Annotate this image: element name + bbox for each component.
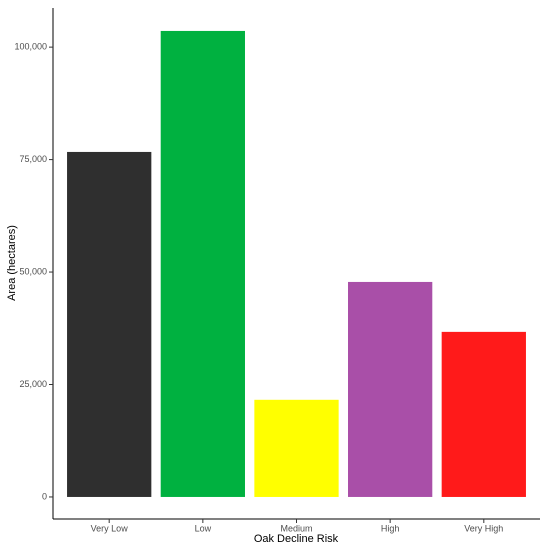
x-tick-label: Very High [464, 523, 503, 533]
y-axis-title: Area (hectares) [6, 225, 18, 301]
x-tick-label: Low [195, 523, 212, 533]
y-tick-label: 75,000 [19, 154, 47, 164]
x-tick-label: Very Low [91, 523, 129, 533]
x-tick-label: Medium [280, 523, 312, 533]
bar [441, 331, 526, 497]
y-tick-label: 25,000 [19, 379, 47, 389]
x-axis-title: Oak Decline Risk [254, 533, 339, 545]
y-tick-label: 100,000 [14, 42, 47, 52]
y-tick-label: 50,000 [19, 266, 47, 276]
bar [160, 30, 245, 497]
bar [67, 151, 152, 497]
y-tick-label: 0 [42, 491, 47, 501]
bar [254, 399, 339, 497]
x-tick-label: High [381, 523, 400, 533]
bar [348, 281, 433, 497]
